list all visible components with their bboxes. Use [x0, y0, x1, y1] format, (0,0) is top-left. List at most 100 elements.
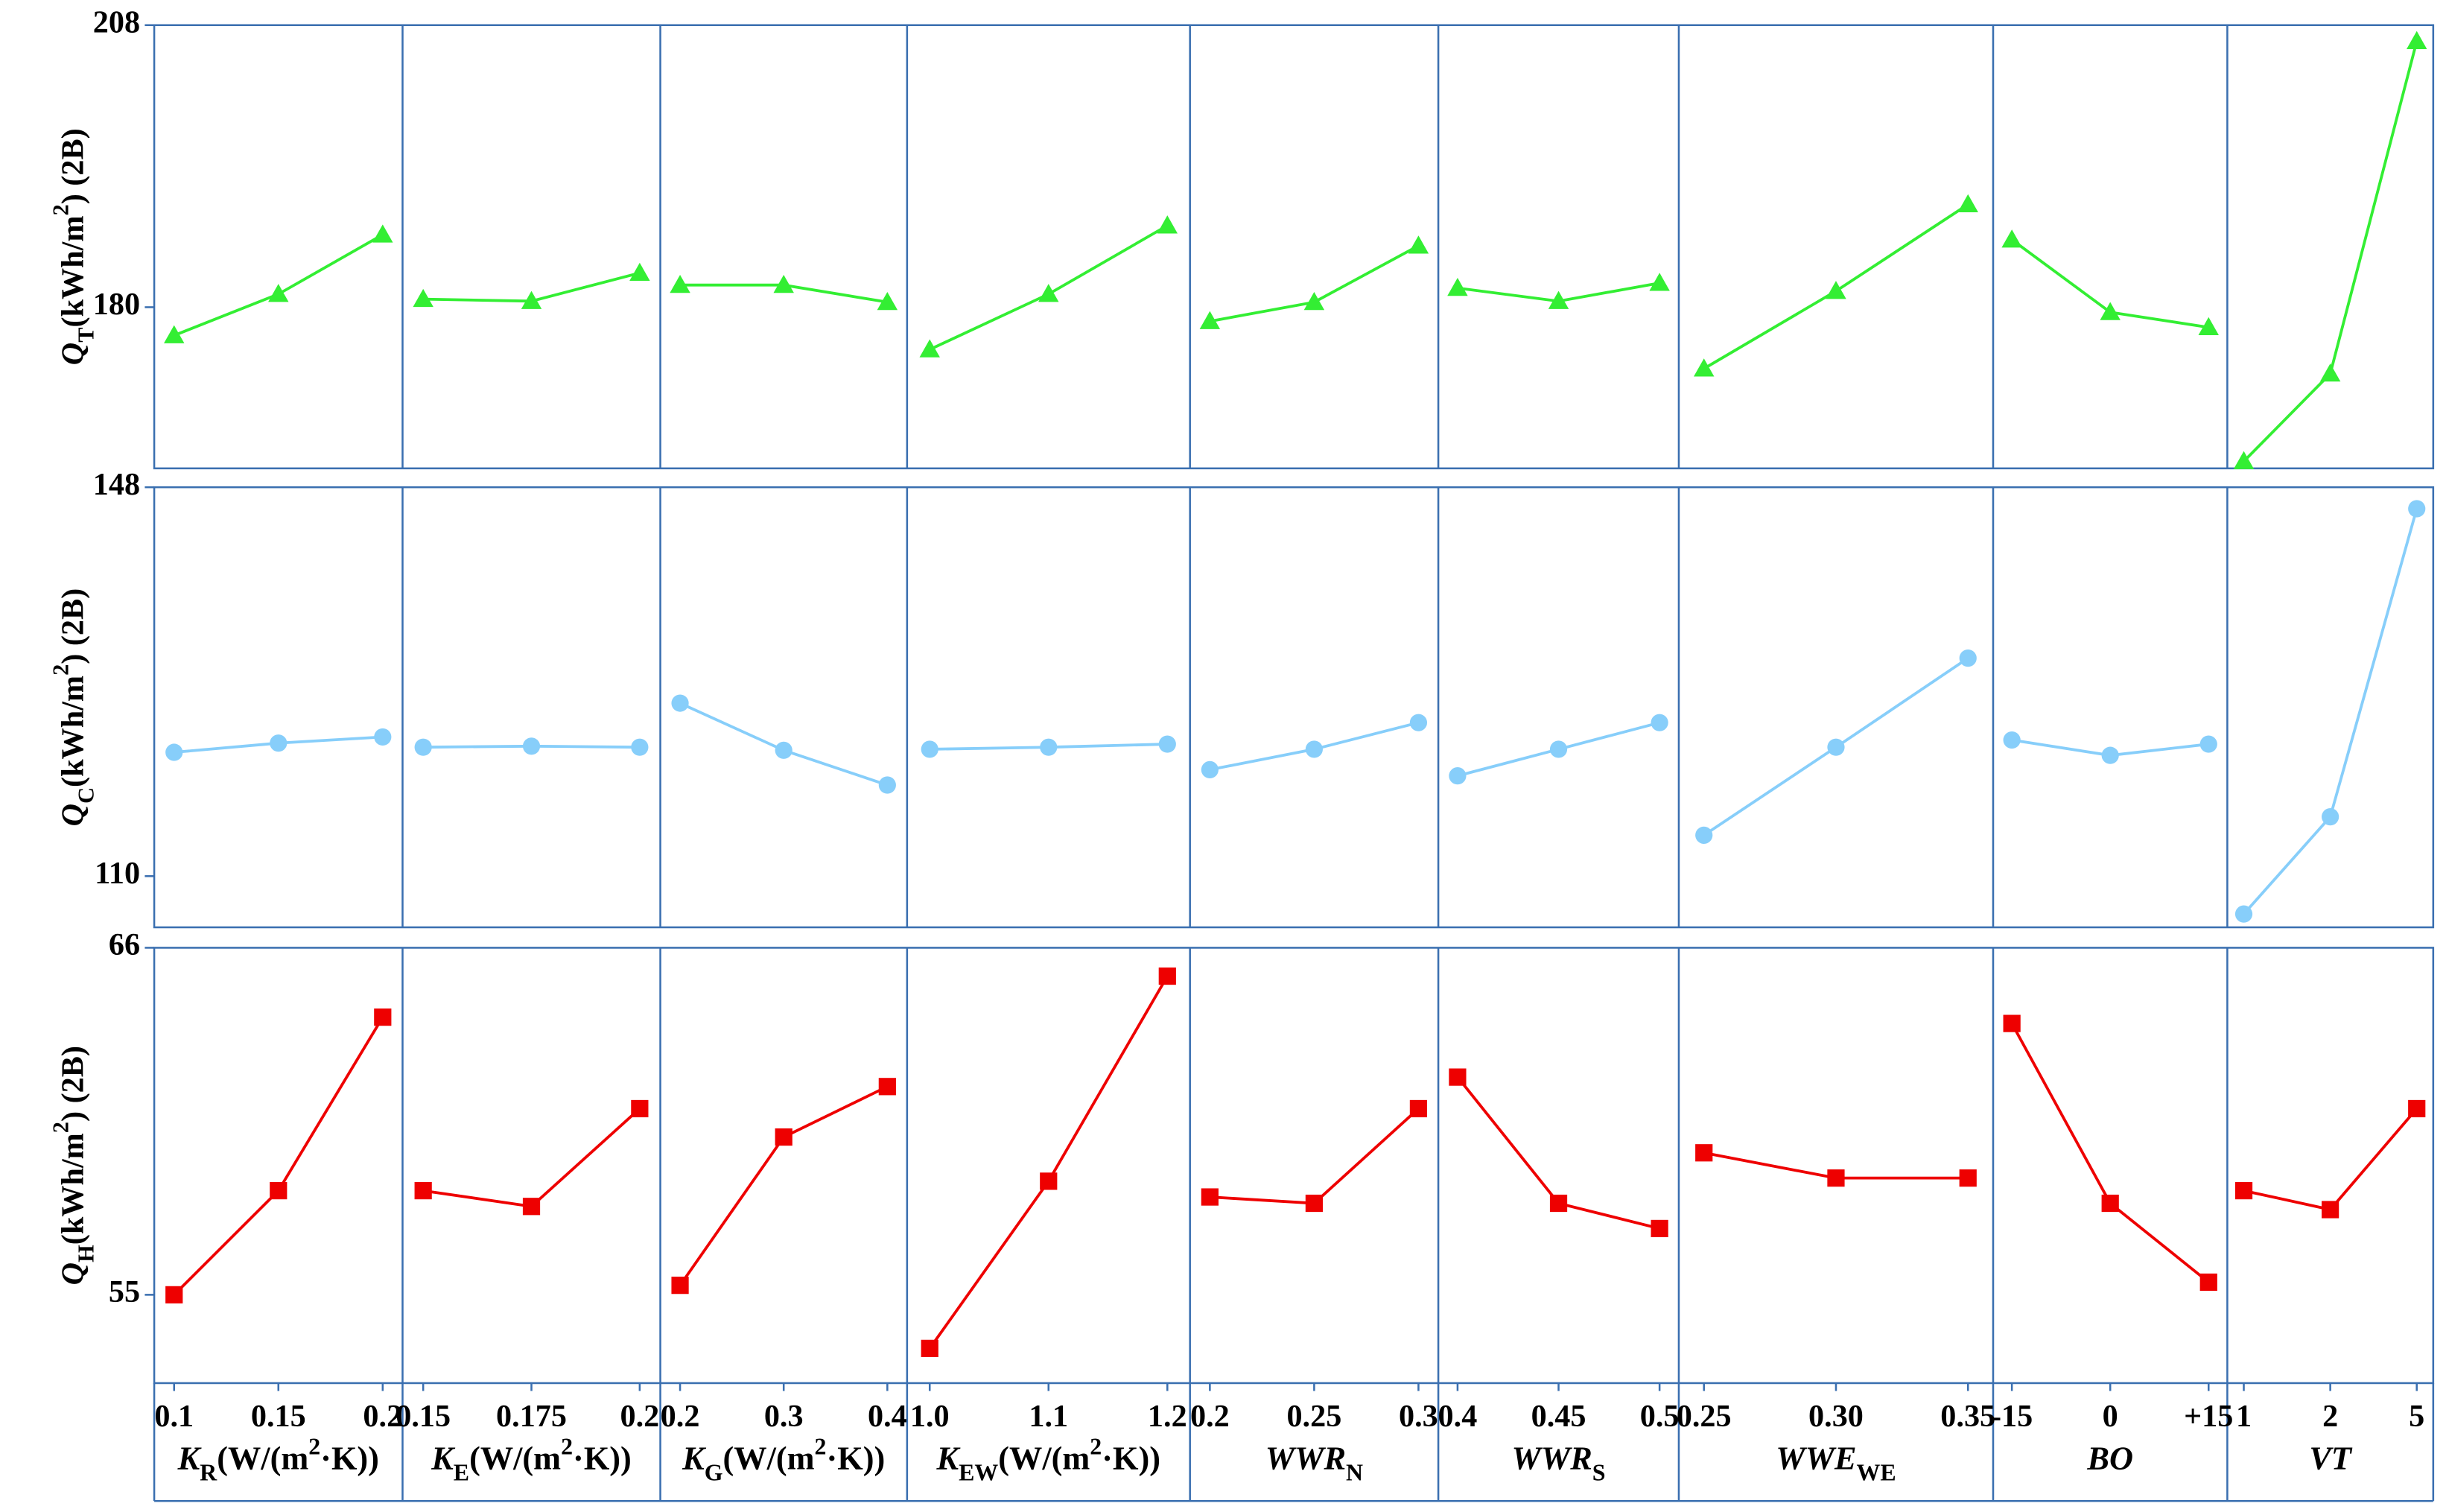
effect-line [928, 975, 1169, 1350]
x-tick-label: 5 [2409, 1399, 2424, 1434]
x-tick-label: 0.30 [1808, 1399, 1864, 1434]
label-part: Q [55, 343, 90, 365]
label-part: 2 [48, 1122, 74, 1133]
marker [521, 290, 542, 309]
marker [878, 1078, 896, 1096]
marker [1038, 284, 1059, 302]
x-tick-label: 0.4 [868, 1399, 907, 1434]
label-part: EW [959, 1459, 998, 1485]
label-part: WWR [1265, 1440, 1346, 1477]
label-part: K [682, 1440, 707, 1477]
label-part: VT [2309, 1440, 2353, 1477]
marker [1549, 740, 1568, 758]
label-part: 2 [308, 1433, 320, 1459]
label-part: K [177, 1440, 203, 1477]
marker [2100, 302, 2121, 320]
effect-line [2243, 40, 2418, 463]
marker [670, 274, 690, 293]
panel-frame [153, 486, 2435, 929]
marker [921, 1339, 938, 1357]
label-part: 2 [561, 1433, 573, 1459]
y-tick-label: 110 [95, 856, 140, 891]
y-axis-label: QT(kWh/m2) (2B) [48, 128, 99, 365]
x-tick-label: 1.1 [1029, 1399, 1068, 1434]
x-tick-label: 2 [2322, 1399, 2338, 1434]
marker [2322, 1201, 2339, 1219]
marker [2101, 1194, 2119, 1213]
marker [1548, 290, 1569, 309]
effect-line [1210, 1108, 1420, 1205]
marker [1827, 1169, 1845, 1187]
x-tick-label: 0.2 [620, 1399, 660, 1434]
marker [775, 741, 792, 759]
marker [671, 1277, 689, 1295]
marker [165, 743, 183, 761]
label-part: (W/(m [723, 1440, 815, 1477]
marker [270, 1181, 288, 1200]
label-part: T [74, 328, 99, 343]
marker [2233, 451, 2255, 469]
marker [1409, 714, 1428, 731]
marker [1305, 1194, 1323, 1213]
y-axis-label: QH(kWh/m2) (2B) [48, 1046, 99, 1285]
x-tick-label: 1.0 [910, 1399, 950, 1434]
y-tick-label: 55 [109, 1274, 140, 1309]
marker [270, 734, 288, 752]
label-part: (kWh/m [55, 1133, 90, 1245]
marker [1201, 1188, 1219, 1206]
marker [2199, 735, 2217, 753]
label-part: 2 [1090, 1433, 1102, 1459]
marker [374, 728, 392, 746]
effect-line [422, 1108, 641, 1208]
label-part: (kWh/m [55, 215, 90, 327]
label-part: S [1592, 1459, 1606, 1485]
marker [1549, 1194, 1568, 1213]
effect-line [679, 1085, 889, 1286]
marker [414, 738, 432, 756]
marker [1158, 967, 1176, 985]
label-part: N [1346, 1459, 1363, 1485]
effect-line [173, 1016, 384, 1296]
marker [1827, 738, 1845, 756]
marker [773, 274, 794, 293]
x-tick-label: 0.5 [1640, 1399, 1680, 1434]
marker [2407, 31, 2427, 49]
marker [2319, 363, 2341, 382]
label-part: Q [55, 1262, 90, 1285]
y-tick-label: 180 [93, 287, 140, 322]
x-tick-label: 0.15 [396, 1399, 451, 1434]
marker [1959, 1169, 1977, 1187]
x-tick-label: 0 [2103, 1399, 2118, 1434]
marker [2001, 229, 2022, 248]
marker [1957, 194, 1978, 213]
label-part: E [454, 1459, 469, 1485]
label-part: ·K)) [320, 1440, 379, 1477]
marker [1157, 215, 1178, 234]
label-part: (W/(m [998, 1440, 1090, 1477]
x-axis-title: WWEWE [1776, 1440, 1896, 1486]
marker [921, 740, 938, 758]
marker [1695, 1144, 1713, 1162]
marker [2003, 1014, 2021, 1032]
y-tick-label: 148 [93, 467, 140, 502]
label-part: K [936, 1440, 962, 1477]
x-tick-label: 0.2 [661, 1399, 700, 1434]
label-part: H [74, 1245, 99, 1262]
marker [372, 224, 393, 243]
marker [2408, 1099, 2426, 1118]
label-part: WWR [1511, 1440, 1592, 1477]
marker [2199, 1273, 2217, 1292]
label-part: ·K)) [826, 1440, 885, 1477]
label-part: ) (2B) [55, 128, 90, 204]
x-axis-title: WWRS [1511, 1440, 1605, 1486]
marker [2408, 500, 2426, 518]
marker [919, 339, 940, 358]
marker [1409, 1099, 1428, 1118]
x-tick-label: 1.2 [1148, 1399, 1187, 1434]
marker [775, 1128, 792, 1146]
marker [1651, 714, 1668, 731]
marker [2198, 317, 2219, 336]
marker [268, 284, 289, 302]
x-tick-label: 0.15 [251, 1399, 306, 1434]
